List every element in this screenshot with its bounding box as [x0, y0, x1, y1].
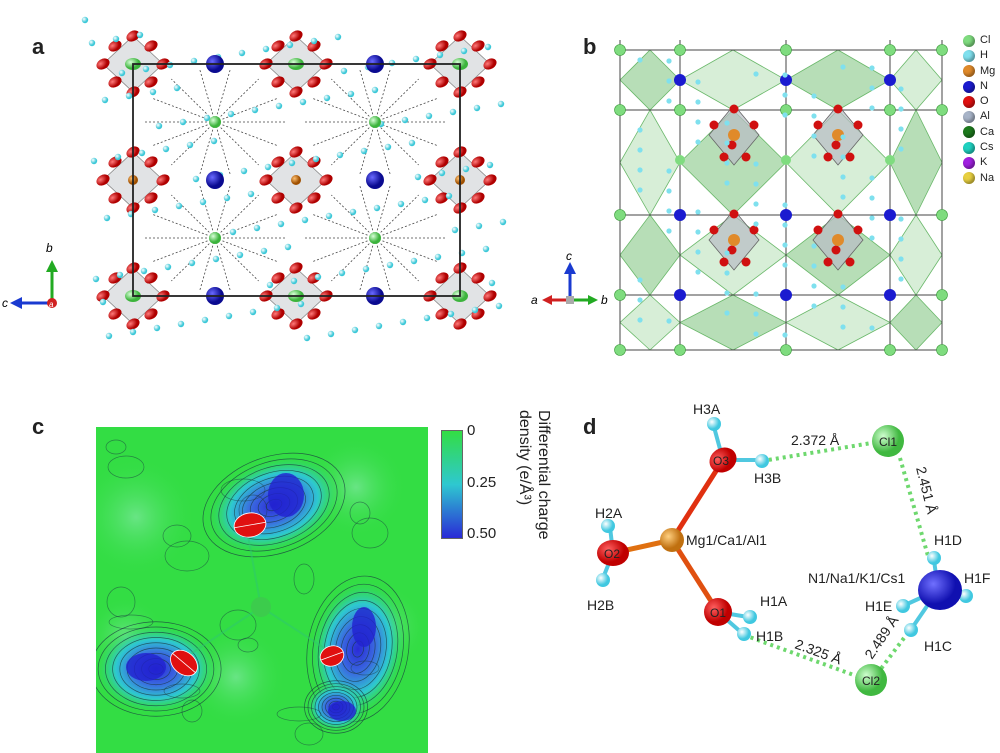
panel-a-crystal-structure: b c a — [2, 16, 507, 342]
legend-swatch — [963, 95, 975, 108]
label-metal-site: Mg1/Ca1/Al1 — [686, 532, 767, 548]
label-h2a: H2A — [595, 505, 623, 521]
colorbar-tick-0: 0 — [467, 422, 476, 439]
label-h2b: H2B — [587, 597, 614, 613]
legend-item-ca: Ca — [963, 125, 995, 140]
atoms — [596, 417, 973, 696]
panel-label-d: d — [583, 414, 597, 439]
axis-indicator-a — [10, 260, 58, 309]
label-n-site: N1/Na1/K1/Cs1 — [808, 570, 905, 586]
legend-label: Al — [980, 110, 990, 123]
legend-swatch — [963, 111, 975, 124]
label-h1b: H1B — [756, 628, 783, 644]
legend-label: H — [980, 49, 988, 62]
legend-label: N — [980, 79, 988, 92]
label-cl2: Cl2 — [862, 674, 880, 688]
legend-item-h: H — [963, 48, 995, 63]
legend-item-o: O — [963, 94, 995, 109]
label-h1a: H1A — [760, 593, 788, 609]
legend-label: Na — [980, 171, 995, 184]
label-h1c: H1C — [924, 638, 952, 654]
panel-label-c: c — [32, 414, 45, 439]
legend-item-cl: Cl — [963, 33, 995, 48]
label-cl1: Cl1 — [879, 435, 897, 449]
legend-label: Mg — [980, 64, 996, 77]
label-o2: O2 — [604, 547, 620, 561]
panel-c-charge-density-map — [96, 427, 428, 753]
axis-label-c-b: c — [566, 249, 572, 263]
legend-swatch — [963, 80, 975, 93]
axis-label-c: c — [2, 296, 8, 310]
legend-swatch — [963, 34, 975, 47]
axis-label-b-b: b — [601, 293, 608, 307]
label-h1e: H1E — [865, 598, 892, 614]
distance-cl2-h1c: 2.489 Å — [861, 612, 902, 662]
unit-cell-outline — [132, 63, 461, 297]
legend-item-cs: Cs — [963, 140, 995, 155]
axis-indicator-b — [542, 262, 598, 305]
legend-item-k: K — [963, 155, 995, 170]
label-o1: O1 — [710, 606, 726, 620]
distance-cl1-h1d: 2.451 Å — [913, 465, 940, 516]
colorbar-tick-025: 0.25 — [467, 474, 497, 491]
legend-item-na: Na — [963, 171, 995, 186]
legend-swatch — [963, 141, 975, 154]
hydrogen-bonds — [743, 439, 930, 680]
panel-label-b: b — [583, 34, 597, 59]
label-h3a: H3A — [693, 401, 721, 417]
legend-swatch — [963, 172, 975, 185]
axis-label-b: b — [46, 241, 53, 255]
legend-item-mg: Mg — [963, 64, 995, 79]
legend-swatch — [963, 126, 975, 139]
legend-item-n: N — [963, 79, 995, 94]
legend-swatch — [963, 65, 975, 78]
label-o3: O3 — [713, 454, 729, 468]
legend-label: Cl — [980, 34, 991, 46]
colorbar-tick-050: 0.50 — [467, 525, 497, 542]
legend-item-al: Al — [963, 109, 995, 124]
axis-label-a-b: a — [531, 293, 538, 307]
axis-label-a: a — [49, 300, 54, 309]
label-h3b: H3B — [754, 470, 781, 486]
panel-b-polyhedral-structure: c a b — [531, 40, 948, 356]
element-legend: Cl H Mg N O Al Ca Cs K Na — [963, 33, 995, 186]
panel-label-a: a — [32, 34, 45, 59]
legend-label: Cs — [980, 141, 994, 154]
legend-swatch — [963, 49, 975, 62]
legend-swatch — [963, 157, 975, 170]
label-h1f: H1F — [964, 570, 990, 586]
distance-h3b-cl1: 2.372 Å — [791, 432, 840, 448]
label-h1d: H1D — [934, 532, 962, 548]
legend-label: Ca — [980, 125, 995, 138]
legend-label: O — [980, 95, 989, 108]
colorbar — [441, 430, 463, 539]
legend-label: K — [980, 156, 988, 169]
